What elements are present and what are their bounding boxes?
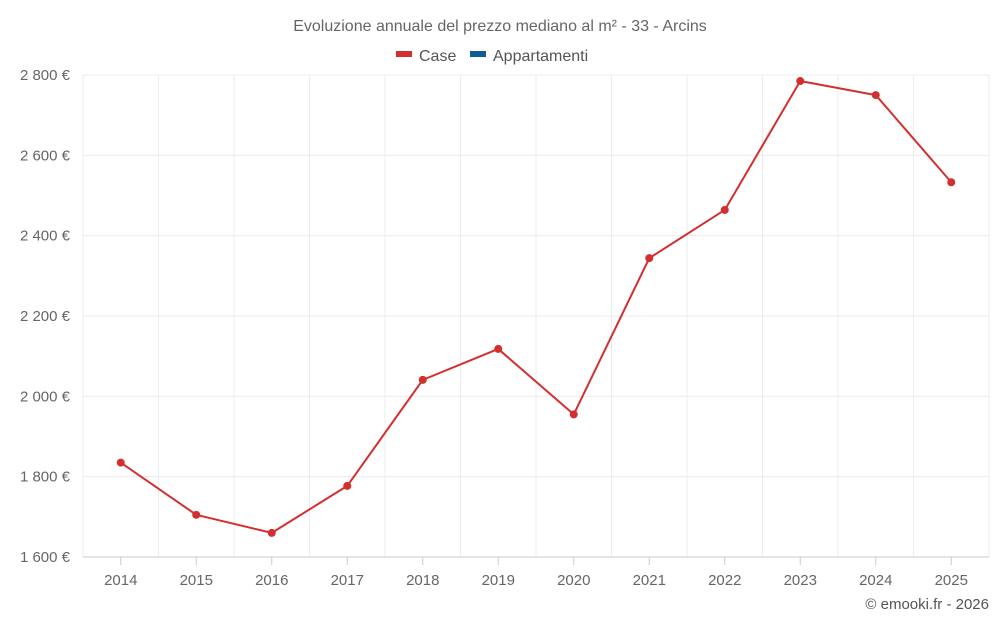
y-tick-label: 2 800 €	[20, 67, 71, 84]
data-point-case-2020[interactable]	[569, 410, 578, 419]
x-tick-label: 2022	[708, 572, 741, 589]
chart-title: Evoluzione annuale del prezzo mediano al…	[293, 18, 707, 35]
data-point-case-2024[interactable]	[871, 91, 880, 100]
legend-item-appartamenti[interactable]: Appartamenti	[470, 48, 588, 65]
x-tick-label: 2023	[784, 572, 817, 589]
data-point-case-2015[interactable]	[192, 510, 201, 519]
legend-label-case: Case	[419, 48, 456, 65]
data-point-case-2016[interactable]	[267, 528, 276, 537]
x-tick-label: 2020	[557, 572, 590, 589]
data-point-case-2018[interactable]	[418, 375, 427, 384]
x-tick-label: 2018	[406, 572, 439, 589]
x-tick-label: 2014	[104, 572, 137, 589]
data-point-case-2019[interactable]	[494, 344, 503, 353]
legend-label-appartamenti: Appartamenti	[493, 48, 588, 65]
legend: Case Appartamenti	[396, 48, 588, 65]
data-point-case-2025[interactable]	[947, 178, 956, 187]
y-tick-label: 1 600 €	[20, 549, 71, 566]
legend-swatch-appartamenti	[470, 51, 486, 57]
legend-item-case[interactable]: Case	[396, 48, 456, 65]
x-tick-label: 2019	[482, 572, 515, 589]
x-tick-label: 2017	[331, 572, 364, 589]
y-tick-label: 2 200 €	[20, 308, 71, 325]
x-tick-label: 2015	[180, 572, 213, 589]
credit-text: © emooki.fr - 2026	[865, 596, 989, 613]
legend-swatch-case	[396, 51, 412, 57]
y-tick-label: 2 000 €	[20, 388, 71, 405]
data-point-case-2022[interactable]	[720, 205, 729, 214]
x-tick-label: 2016	[255, 572, 288, 589]
data-point-case-2014[interactable]	[116, 458, 125, 467]
x-tick-label: 2024	[859, 572, 892, 589]
data-point-case-2021[interactable]	[645, 254, 654, 263]
y-tick-label: 2 400 €	[20, 228, 71, 245]
data-point-case-2017[interactable]	[343, 481, 352, 490]
x-tick-label: 2025	[935, 572, 968, 589]
data-point-case-2023[interactable]	[796, 77, 805, 86]
x-tick-label: 2021	[633, 572, 666, 589]
series-line-case	[120, 80, 953, 534]
y-tick-label: 2 600 €	[20, 147, 71, 164]
y-tick-label: 1 800 €	[20, 469, 71, 486]
